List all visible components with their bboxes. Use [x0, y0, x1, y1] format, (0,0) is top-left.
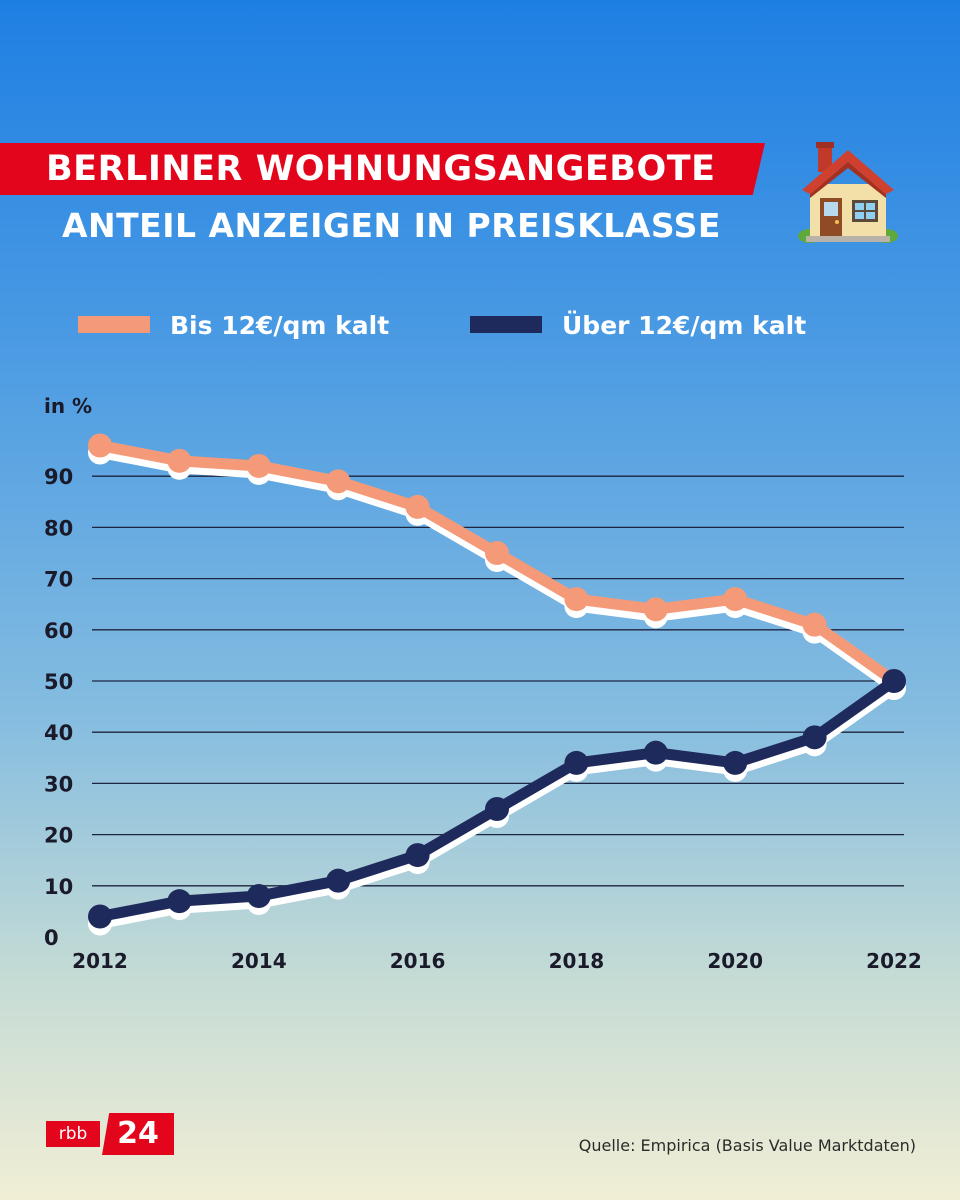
y-tick-60: 60 — [44, 619, 73, 643]
series-1-point-2014 — [246, 453, 271, 478]
series-1-point-2013 — [167, 448, 192, 473]
series-2-point-2013 — [167, 889, 192, 914]
y-tick-10: 10 — [44, 875, 73, 899]
logo-rbb: rbb — [46, 1121, 100, 1147]
x-tick-2022: 2022 — [866, 949, 922, 973]
series-2-point-2019 — [643, 740, 668, 765]
series-1-point-2021 — [802, 612, 827, 637]
series-group — [88, 433, 906, 936]
series-2-point-2018 — [564, 750, 589, 775]
page-title: BERLINER WOHNUNGSANGEBOTE — [46, 149, 716, 189]
y-tick-90: 90 — [44, 465, 73, 489]
x-tick-2014: 2014 — [231, 949, 287, 973]
legend-label-bis-12: Bis 12€/qm kalt — [170, 311, 390, 340]
series-2-point-2016 — [405, 843, 430, 868]
page-subtitle: ANTEIL ANZEIGEN IN PREISKLASSE — [62, 206, 721, 245]
series-2 — [88, 669, 906, 936]
y-tick-50: 50 — [44, 670, 73, 694]
legend-swatch-bis-12 — [78, 316, 150, 333]
series-2-point-2014 — [246, 884, 271, 909]
x-tick-labels: 2012 2014 2016 2018 2020 2022 — [72, 949, 922, 973]
source-note: Quelle: Empirica (Basis Value Marktdaten… — [578, 1136, 916, 1155]
series-1 — [88, 433, 906, 700]
legend-label-ueber-12: Über 12€/qm kalt — [562, 311, 807, 340]
x-tick-2012: 2012 — [72, 949, 128, 973]
y-tick-0: 0 — [44, 926, 59, 950]
series-1-point-2015 — [326, 469, 351, 494]
grid-lines — [92, 475, 904, 887]
y-tick-labels: 0 10 20 30 40 50 60 70 80 90 — [44, 465, 73, 950]
y-tick-30: 30 — [44, 772, 73, 796]
title-banner — [0, 143, 765, 195]
series-1-point-2019 — [643, 597, 668, 622]
series-1-point-2016 — [405, 494, 430, 519]
y-tick-20: 20 — [44, 824, 73, 848]
series-2-point-2020 — [723, 750, 748, 775]
y-tick-70: 70 — [44, 568, 73, 592]
y-tick-80: 80 — [44, 516, 73, 540]
x-tick-2018: 2018 — [549, 949, 605, 973]
x-tick-2016: 2016 — [390, 949, 446, 973]
series-2-point-2022 — [882, 669, 906, 693]
series-1-point-2017 — [485, 541, 509, 565]
series-2-point-2012 — [88, 904, 112, 929]
x-tick-2020: 2020 — [707, 949, 763, 973]
series-1-point-2020 — [723, 587, 748, 612]
logo-24: 24 — [102, 1113, 174, 1155]
series-1-point-2018 — [564, 587, 589, 612]
series-1-point-2012 — [88, 433, 112, 458]
series-2-point-2017 — [485, 797, 509, 821]
y-axis-label: in % — [44, 394, 92, 418]
y-tick-40: 40 — [44, 721, 73, 745]
rbb24-logo: rbb 24 — [46, 1113, 174, 1155]
legend-swatch-ueber-12 — [470, 316, 542, 333]
house-icon — [798, 142, 898, 243]
series-2-point-2021 — [802, 725, 827, 750]
series-2-point-2015 — [326, 868, 351, 893]
